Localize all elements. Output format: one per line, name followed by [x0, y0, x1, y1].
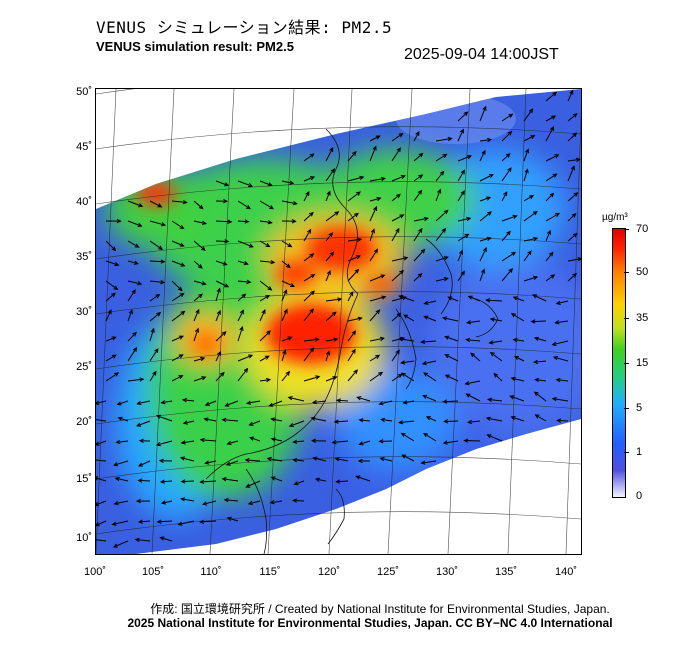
map-canvas: [96, 89, 581, 554]
lon-label-120: 120˚: [309, 566, 349, 578]
colorbar-label-50: 50: [636, 266, 648, 278]
colorbar-label-5: 5: [636, 402, 642, 414]
colorbar-label-0: 0: [636, 490, 642, 502]
credit-line: 作成: 国立環境研究所 / Created by National Instit…: [0, 600, 700, 617]
lat-label-35: 35˚: [66, 251, 92, 263]
lon-label-110: 110˚: [191, 566, 231, 578]
lon-label-105: 105˚: [133, 566, 173, 578]
lat-label-25: 25˚: [66, 361, 92, 373]
lon-label-100: 100˚: [75, 566, 115, 578]
lon-label-135: 135˚: [486, 566, 526, 578]
colorbar-tick: [624, 272, 629, 273]
timestamp: 2025-09-04 14:00JST: [404, 46, 559, 64]
lat-label-15: 15˚: [66, 473, 92, 485]
page-title-jp: VENUS シミュレーション結果: PM2.5: [96, 14, 392, 38]
lon-label-125: 125˚: [368, 566, 408, 578]
lat-label-45: 45˚: [66, 141, 92, 153]
lat-label-20: 20˚: [66, 416, 92, 428]
lat-label-40: 40˚: [66, 196, 92, 208]
lat-label-10: 10˚: [66, 532, 92, 544]
colorbar-label-15: 15: [636, 357, 648, 369]
lat-label-30: 30˚: [66, 306, 92, 318]
page-title-en: VENUS simulation result: PM2.5: [96, 39, 294, 54]
pm25-map[interactable]: [95, 88, 582, 555]
lon-label-130: 130˚: [427, 566, 467, 578]
colorbar-tick: [624, 318, 629, 319]
colorbar-tick: [624, 452, 629, 453]
colorbar-label-1: 1: [636, 446, 642, 458]
colorbar-label-70: 70: [636, 223, 648, 235]
license-line: 2025 National Institute for Environmenta…: [0, 616, 700, 630]
colorbar-unit: µg/m³: [602, 212, 628, 223]
colorbar-tick: [624, 363, 629, 364]
colorbar-tick: [624, 408, 629, 409]
lon-label-115: 115˚: [250, 566, 290, 578]
colorbar-label-35: 35: [636, 312, 648, 324]
lon-label-140: 140˚: [546, 566, 586, 578]
colorbar-tick: [624, 229, 629, 230]
lat-label-50: 50˚: [66, 86, 92, 98]
